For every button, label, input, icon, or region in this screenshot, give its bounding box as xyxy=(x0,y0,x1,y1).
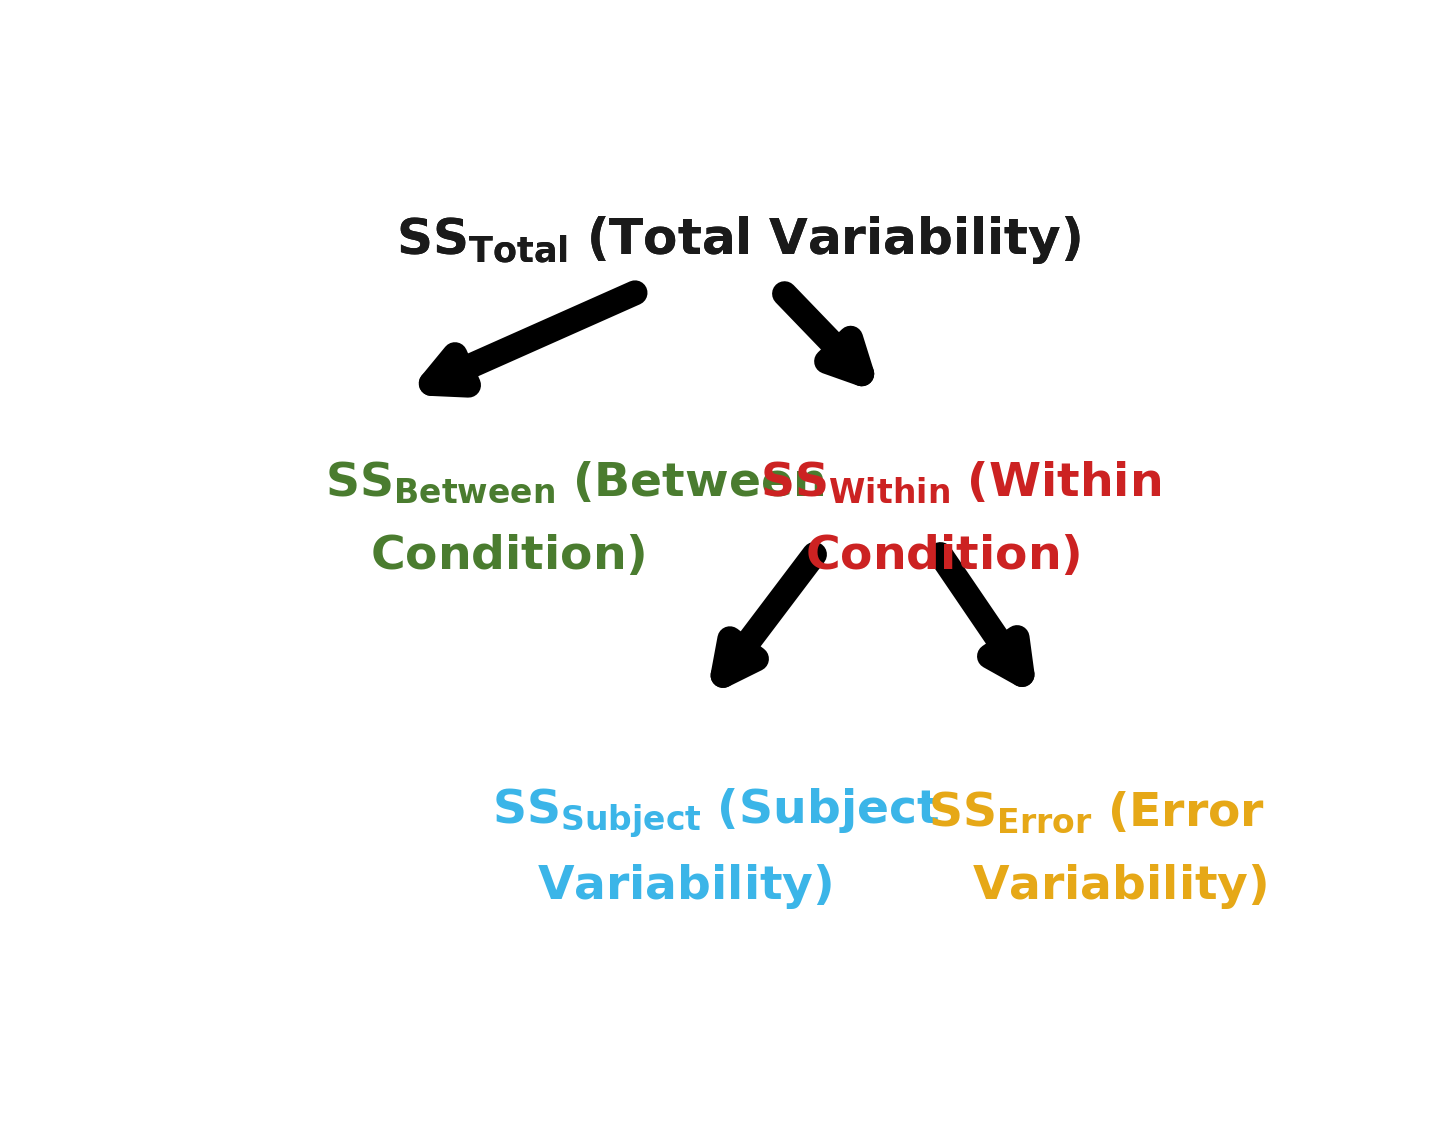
Text: $\mathbf{SS_{Subject}}$ $\mathbf{(Subject}$: $\mathbf{SS_{Subject}}$ $\mathbf{(Subjec… xyxy=(492,786,940,839)
Text: $\mathbf{SS_{Error}}$ $\mathbf{(Error}$: $\mathbf{SS_{Error}}$ $\mathbf{(Error}$ xyxy=(927,790,1264,836)
Text: $\mathbf{Variability)}$: $\mathbf{Variability)}$ xyxy=(972,862,1267,911)
Text: $\mathbf{SS_{Total}}$ $\mathbf{(Total\ Variability)}$: $\mathbf{SS_{Total}}$ $\mathbf{(Total\ V… xyxy=(396,213,1080,265)
Text: $\mathbf{SS_{Between}}$ $\mathbf{(Between}$: $\mathbf{SS_{Between}}$ $\mathbf{(Betwee… xyxy=(325,460,824,505)
Text: $\mathbf{SS_{Total}}$ $\mathbf{(Total\ Variability)}$: $\mathbf{SS_{Total}}$ $\mathbf{(Total\ V… xyxy=(396,213,1080,265)
Text: $\mathbf{SS_{Within}}$ $\mathbf{(Within}$: $\mathbf{SS_{Within}}$ $\mathbf{(Within}… xyxy=(760,459,1162,506)
Text: $\mathbf{Condition)}$: $\mathbf{Condition)}$ xyxy=(370,535,645,579)
Text: $\mathbf{Variability)}$: $\mathbf{Variability)}$ xyxy=(537,862,832,911)
Text: $\mathbf{Condition)}$: $\mathbf{Condition)}$ xyxy=(805,535,1080,579)
